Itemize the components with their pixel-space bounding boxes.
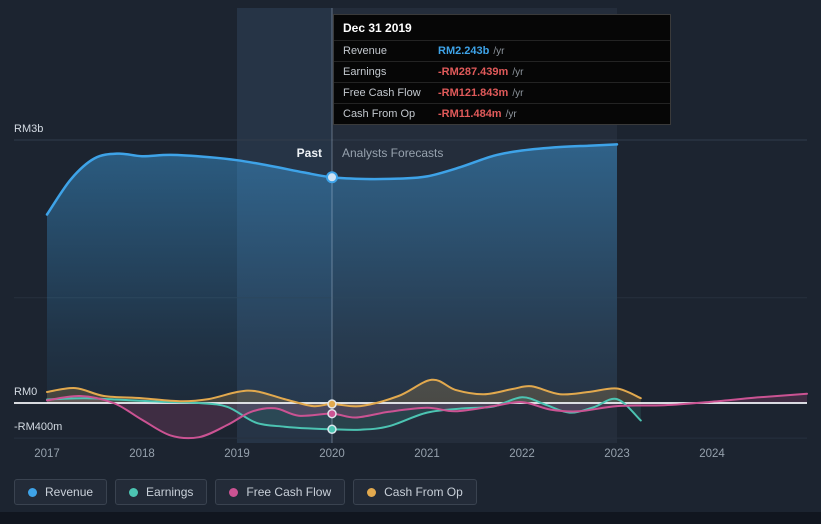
chart-tooltip: Dec 31 2019 Revenue RM2.243b/yr Earnings -R… [333, 14, 671, 125]
legend-dot-icon [229, 487, 239, 497]
past-label: Past [297, 146, 322, 160]
x-tick-label: 2022 [509, 448, 535, 460]
chart-legend: Revenue Earnings Free Cash Flow Cash From O… [14, 479, 477, 505]
tooltip-row-value: -RM11.484m [438, 108, 502, 120]
legend-item-revenue[interactable]: Revenue [14, 479, 108, 505]
x-tick-label: 2019 [224, 448, 250, 460]
y-tick-label: RM0 [14, 386, 37, 398]
page-bottom-strip [0, 512, 821, 524]
revenue-area [47, 144, 617, 403]
legend-item-free-cash-flow[interactable]: Free Cash Flow [215, 479, 346, 505]
tooltip-date: Dec 31 2019 [343, 21, 412, 35]
tooltip-row-earnings: Earnings -RM287.439m/yr [334, 61, 670, 82]
x-tick-label: 2020 [319, 448, 345, 460]
legend-label: Free Cash Flow [246, 485, 332, 499]
x-tick-label: 2018 [129, 448, 155, 460]
free-cash-flow-marker[interactable] [327, 408, 337, 419]
y-tick-label: -RM400m [14, 421, 62, 433]
revenue-line [45, 143, 619, 216]
legend-dot-icon [129, 487, 139, 497]
tooltip-row-value: -RM287.439m [438, 66, 509, 78]
cash-from-op-area [47, 379, 641, 407]
tooltip-row-label: Free Cash Flow [343, 87, 421, 99]
x-tick-label: 2021 [414, 448, 440, 460]
x-tick-label: 2023 [604, 448, 630, 460]
tooltip-row-label: Earnings [343, 66, 387, 78]
tooltip-row-unit: /yr [505, 109, 517, 120]
tooltip-row-label: Revenue [343, 45, 388, 57]
tooltip-row-label: Cash From Op [343, 108, 416, 120]
legend-dot-icon [28, 487, 37, 497]
tooltip-row-value: -RM121.843m [438, 87, 509, 99]
cash-from-op-line [46, 378, 642, 408]
free-cash-flow-line [46, 392, 808, 440]
tooltip-row-unit: /yr [493, 46, 505, 57]
tooltip-row-unit: /yr [512, 88, 524, 99]
x-tick-label: 2017 [34, 448, 60, 460]
revenue-marker[interactable] [326, 171, 338, 184]
earnings-marker[interactable] [327, 424, 337, 435]
tooltip-row-cash-from-op: Cash From Op -RM11.484m/yr [334, 103, 670, 124]
legend-item-earnings[interactable]: Earnings [115, 479, 208, 505]
tooltip-row-free-cash-flow: Free Cash Flow -RM121.843m/yr [334, 82, 670, 103]
cash-from-op-marker[interactable] [327, 399, 337, 409]
legend-label: Earnings [146, 485, 194, 499]
legend-label: Cash From Op [384, 485, 463, 499]
tooltip-row-unit: /yr [512, 67, 524, 78]
x-tick-label: 2024 [699, 448, 725, 460]
free-cash-flow-area [47, 393, 807, 439]
legend-dot-icon [367, 487, 377, 497]
tooltip-row-value: RM2.243b [438, 45, 490, 57]
tooltip-row-revenue: Revenue RM2.243b/yr [334, 40, 670, 61]
legend-label: Revenue [45, 485, 94, 499]
y-tick-label: RM3b [14, 123, 43, 135]
legend-item-cash-from-op[interactable]: Cash From Op [353, 479, 477, 505]
tooltip-rows: Revenue RM2.243b/yr Earnings -RM287.439m/yr… [334, 40, 670, 124]
forecast-label: Analysts Forecasts [342, 146, 443, 160]
